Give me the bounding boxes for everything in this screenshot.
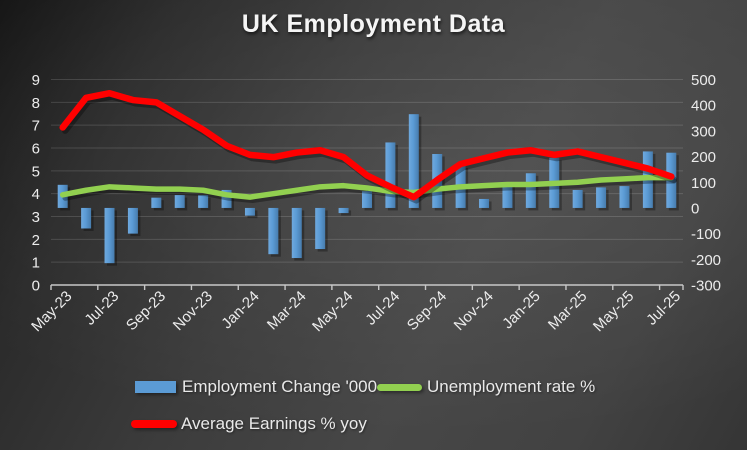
employment-bar [619, 186, 630, 208]
right-axis-tick-label: -100 [691, 226, 721, 243]
left-axis-tick-label: 4 [32, 186, 40, 203]
x-axis-tick-label: Mar-24 [264, 288, 310, 334]
left-axis-tick-label: 8 [32, 95, 40, 112]
earnings-line [59, 89, 675, 201]
x-axis-tick-label: Jan-24 [218, 288, 262, 332]
unemployment-legend-swatch [377, 383, 422, 391]
legend-item-earnings: Average Earnings % yoy [131, 414, 367, 434]
x-axis-tick-label: Sep-23 [123, 288, 169, 334]
chart-title: UK Employment Data [241, 10, 506, 38]
x-axis-tick-label: Mar-25 [545, 288, 591, 334]
left-axis-tick-label: 2 [32, 232, 40, 249]
x-axis-tick-label: Nov-24 [451, 288, 497, 334]
unemployment-line-shadow [62, 178, 677, 204]
employment-bar [221, 189, 232, 208]
employment-bar [338, 207, 349, 214]
unemployment-line [59, 174, 675, 200]
x-axis-tick-label: Sep-24 [404, 288, 450, 334]
employment-bar [151, 197, 162, 208]
employment-bar [81, 207, 92, 229]
employment-bar [408, 114, 419, 208]
employment-bar [127, 207, 138, 234]
left-axis-tick-label: 6 [32, 141, 40, 158]
legend-label-unemployment: Unemployment rate % [427, 377, 596, 396]
right-axis-tick-label: -300 [691, 278, 721, 295]
axis-labels: 9 8 7 6 5 4 3 2 1 0 500 400 300 200 100 0 -100 -200 -300 Ma… [28, 72, 721, 335]
right-axis-tick-label: 400 [691, 98, 716, 115]
x-axis-tick-label: Nov-23 [170, 288, 216, 334]
x-axis-tick-label: May-23 [28, 288, 75, 335]
right-axis-tick-label: 300 [691, 123, 716, 140]
employment-bar [596, 187, 607, 208]
employment-bar [104, 207, 115, 264]
x-axis-tick-label: May-25 [590, 288, 637, 335]
right-axis-tick-label: 0 [691, 200, 699, 217]
employment-legend-swatch [135, 381, 176, 393]
employment-bar [244, 207, 255, 216]
legend-label-employment: Employment Change '000 [182, 377, 378, 396]
left-axis-tick-label: 7 [32, 118, 40, 135]
employment-bar [502, 182, 513, 208]
legend-label-earnings: Average Earnings % yoy [181, 414, 367, 433]
x-axis-tick-label: Jul-23 [81, 288, 122, 329]
legend-item-unemployment: Unemployment rate % [377, 377, 595, 397]
right-axis-tick-label: 200 [691, 149, 716, 166]
left-axis-tick-label: 9 [32, 72, 40, 89]
employment-bar [362, 191, 372, 208]
left-axis-tick-label: 3 [32, 209, 40, 226]
employment-bar [385, 142, 396, 208]
x-axis-tick-label: Jul-25 [643, 288, 684, 329]
left-axis-tick-label: 1 [32, 255, 40, 272]
employment-bar [198, 195, 209, 208]
x-axis-tick-label: May-24 [309, 288, 356, 335]
right-axis-tick-label: 500 [691, 72, 716, 89]
right-axis-tick-label: -200 [691, 252, 721, 269]
employment-bar [174, 195, 185, 208]
employment-bar [525, 173, 536, 208]
x-axis-tick-label: Jan-25 [499, 288, 543, 332]
employment-bar [572, 189, 583, 208]
legend-item-employment: Employment Change '000 [135, 377, 377, 397]
employment-bar [315, 207, 326, 250]
left-axis-tick-label: 5 [32, 163, 40, 180]
series-lines [59, 89, 678, 204]
earnings-legend-swatch [131, 420, 177, 428]
axes [50, 284, 684, 290]
right-axis-tick-label: 100 [691, 175, 716, 192]
left-axis-tick-label: 0 [32, 278, 40, 295]
employment-bar [291, 207, 302, 259]
employment-bar [268, 207, 279, 255]
employment-bar [479, 198, 490, 208]
x-axis-tick-label: Jul-24 [362, 288, 403, 329]
